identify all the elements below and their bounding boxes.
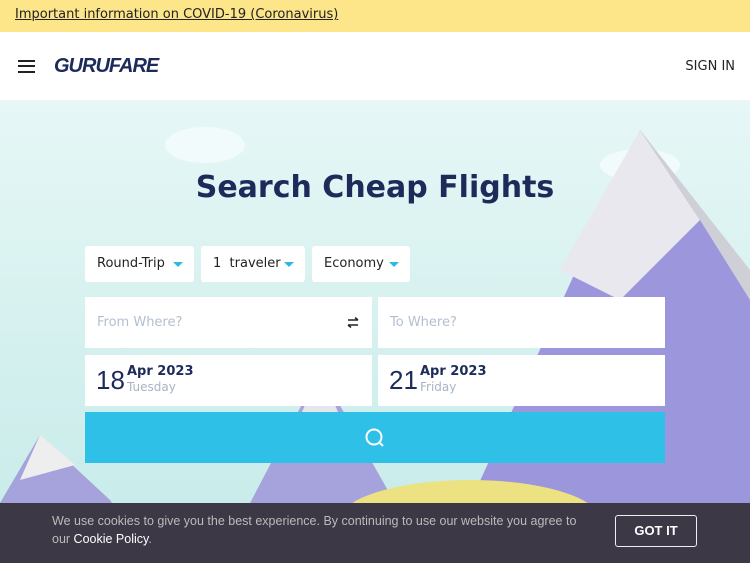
got-it-button[interactable]: GOT IT — [615, 515, 697, 547]
sign-in-link[interactable]: SIGN IN — [685, 58, 735, 74]
depart-weekday: Tuesday — [127, 380, 176, 394]
depart-date[interactable]: 18 Apr 2023 Tuesday — [85, 355, 372, 406]
hero: Search Cheap Flights Round-Trip 1 travel… — [0, 100, 750, 503]
page-title: Search Cheap Flights — [195, 170, 555, 205]
cookie-period: . — [148, 532, 152, 546]
trip-type-select[interactable]: Round-Trip — [85, 246, 194, 282]
swap-icon[interactable] — [347, 317, 359, 328]
return-day: 21 — [389, 365, 418, 395]
cookie-banner: We use cookies to give you the best expe… — [0, 503, 750, 563]
return-weekday: Friday — [420, 380, 457, 394]
caret-down-icon — [284, 262, 294, 267]
cabin-value: Economy — [324, 256, 384, 271]
caret-down-icon — [173, 262, 183, 267]
logo[interactable]: GURUFARE — [54, 54, 159, 77]
search-button[interactable] — [85, 412, 665, 463]
caret-down-icon — [389, 262, 399, 267]
return-date[interactable]: 21 Apr 2023 Friday — [378, 355, 665, 406]
travelers-value: 1 traveler — [213, 256, 281, 271]
header: GURUFARE SIGN IN — [0, 32, 750, 100]
depart-month: Apr 2023 — [127, 364, 194, 379]
to-input[interactable]: To Where? — [378, 297, 665, 348]
cookie-policy-link[interactable]: Cookie Policy — [73, 532, 149, 546]
depart-day: 18 — [96, 365, 125, 395]
trip-type-value: Round-Trip — [97, 256, 165, 271]
search-icon — [365, 428, 384, 447]
menu-icon[interactable] — [18, 59, 35, 73]
cabin-select[interactable]: Economy — [312, 246, 410, 282]
return-month: Apr 2023 — [420, 364, 487, 379]
covid-banner: Important information on COVID-19 (Coron… — [0, 0, 750, 32]
covid-info-link[interactable]: Important information on COVID-19 (Coron… — [15, 7, 339, 22]
from-input[interactable]: From Where? — [85, 297, 372, 348]
to-placeholder: To Where? — [390, 315, 457, 330]
from-placeholder: From Where? — [97, 315, 183, 330]
cookie-text: We use cookies to give you the best expe… — [52, 514, 577, 546]
travelers-select[interactable]: 1 traveler — [201, 246, 305, 282]
